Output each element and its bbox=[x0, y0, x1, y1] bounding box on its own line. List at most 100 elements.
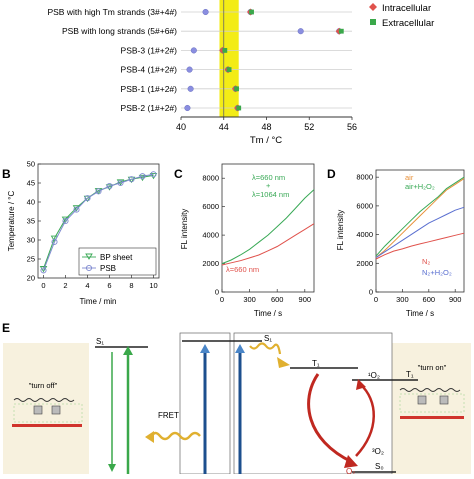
tm-point bbox=[187, 85, 194, 92]
x-tick-label: 600 bbox=[271, 295, 284, 304]
data-point bbox=[139, 173, 146, 180]
s0-label: S₀ bbox=[375, 462, 384, 471]
data-point bbox=[51, 238, 58, 245]
y-tick-label: 6000 bbox=[356, 201, 373, 210]
emission-arrow-left-head bbox=[108, 464, 116, 472]
x-axis-label: Time / min bbox=[79, 297, 116, 306]
series-line bbox=[375, 206, 465, 259]
y-tick-label: 4000 bbox=[202, 231, 219, 240]
data-point bbox=[62, 217, 69, 225]
turn-on-box bbox=[392, 343, 471, 474]
extracellular-point bbox=[222, 48, 228, 53]
isc-wavy-arrow-head bbox=[277, 357, 290, 368]
tm-highlight-band bbox=[219, 0, 239, 117]
x-tick-label: 0 bbox=[220, 295, 224, 304]
oxygen-activation-arrow bbox=[355, 383, 375, 457]
y-tick-label: 6000 bbox=[202, 202, 219, 211]
category-label: PSB with high Tm strands (3#+4#) bbox=[47, 7, 177, 17]
dna-strand-icon bbox=[399, 388, 461, 392]
legend-air-h2o2: air+H₂O₂ bbox=[405, 182, 435, 191]
series-line bbox=[375, 176, 465, 257]
extracellular-point bbox=[226, 67, 232, 72]
y-tick-label: 4000 bbox=[356, 230, 373, 239]
x-tick-label: 300 bbox=[243, 295, 256, 304]
s1-label-left: S₁ bbox=[96, 337, 104, 346]
singlet-oxygen-label: ¹O₂ bbox=[368, 371, 380, 380]
series-label-660: λ=660 nm bbox=[226, 265, 259, 274]
x-tick-label: 6 bbox=[107, 281, 111, 290]
fret-label: FRET bbox=[158, 411, 179, 420]
panel-d-letter: D bbox=[327, 167, 336, 181]
series-label-660-1064-line3: λ=1064 nm bbox=[252, 190, 289, 199]
legend-psb-marker bbox=[85, 264, 93, 272]
series-line bbox=[375, 232, 465, 260]
x-tick-label: 300 bbox=[396, 295, 409, 304]
data-point bbox=[39, 266, 48, 273]
legend-intracellular-label: Intracellular bbox=[382, 3, 431, 14]
series-label-660-1064-line1: λ=660 nm bbox=[252, 173, 285, 182]
category-label: PSB-1 (1#+2#) bbox=[121, 84, 178, 94]
turn-off-box bbox=[3, 343, 89, 474]
x-tick-label: 0 bbox=[374, 295, 378, 304]
panel-c: C 0 300 600 900 0 2000 4000 6000 8000 FL intensi… bbox=[174, 163, 315, 318]
y-tick-label: 30 bbox=[27, 236, 35, 245]
extracellular-point bbox=[234, 86, 239, 92]
panel-e: E "turn off" "turn on" S₁ FRET S₁ bbox=[2, 321, 471, 476]
data-point bbox=[150, 171, 157, 178]
probe-block-icon bbox=[417, 395, 427, 405]
t1-label: T₁ bbox=[312, 359, 320, 368]
panel-d: D 0 300 600 900 0 2000 4000 6000 8000 FL intensi… bbox=[327, 167, 465, 318]
y-tick-label: 35 bbox=[27, 217, 35, 226]
oxygen-label: O₂ bbox=[346, 467, 355, 474]
t1-label-o2: T₁ bbox=[406, 370, 414, 379]
data-point bbox=[106, 182, 113, 190]
x-tick-label: 600 bbox=[423, 295, 436, 304]
extracellular-point bbox=[338, 28, 344, 34]
legend-extracellular-marker bbox=[370, 19, 376, 25]
data-point bbox=[83, 195, 92, 203]
series-line bbox=[221, 189, 315, 265]
legend-n2: N₂ bbox=[422, 257, 430, 266]
data-point bbox=[40, 267, 47, 274]
excitation-arrow-1-head bbox=[200, 344, 210, 353]
legend: BP sheet PSB bbox=[78, 247, 157, 276]
y-tick-label: 0 bbox=[369, 288, 373, 297]
legend: Intracellular Extracellular bbox=[369, 3, 434, 29]
x-axis-label: Time / s bbox=[254, 309, 282, 318]
y-tick-label: 20 bbox=[27, 274, 35, 283]
data-point bbox=[117, 179, 124, 187]
y-axis-label: FL intensity bbox=[180, 209, 189, 250]
data-point bbox=[95, 188, 102, 195]
x-axis-label: Time / s bbox=[406, 309, 434, 318]
energy-transfer-arrow-head bbox=[344, 455, 358, 468]
y-tick-label: 25 bbox=[27, 255, 35, 264]
bp-sheet-icon bbox=[400, 416, 464, 419]
legend-bp-sheet-label: BP sheet bbox=[100, 253, 133, 262]
category-label: PSB-2 (1#+2#) bbox=[121, 103, 178, 113]
y-axis-label: FL intensity bbox=[336, 210, 345, 251]
tm-point bbox=[297, 28, 304, 35]
legend-extracellular-label: Extracellular bbox=[382, 18, 434, 29]
x-tick-label: 40 bbox=[176, 122, 186, 132]
panel-e-letter: E bbox=[2, 321, 10, 335]
y-tick-label: 50 bbox=[27, 160, 35, 169]
data-point bbox=[128, 176, 135, 183]
legend-bp-sheet-marker bbox=[85, 253, 93, 260]
y-axis-label: Temperature / °C bbox=[7, 191, 16, 252]
excitation-arrow-2-head bbox=[235, 344, 245, 353]
probe-block-icon bbox=[439, 395, 449, 405]
bp-sheet-icon bbox=[12, 424, 82, 427]
y-tick-label: 40 bbox=[27, 198, 35, 207]
extracellular-point bbox=[236, 105, 242, 111]
tm-point bbox=[186, 66, 193, 73]
y-tick-label: 8000 bbox=[202, 174, 219, 183]
y-tick-label: 2000 bbox=[356, 259, 373, 268]
x-tick-label: 48 bbox=[261, 122, 271, 132]
x-tick-label: 8 bbox=[129, 281, 133, 290]
panel-a: PSB with high Tm strands (3#+4#) PSB with… bbox=[47, 0, 434, 146]
panel-c-letter: C bbox=[174, 167, 183, 181]
x-tick-label: 2 bbox=[63, 281, 67, 290]
s1-label-center: S₁ bbox=[264, 334, 272, 343]
probe-block-icon bbox=[51, 405, 61, 415]
